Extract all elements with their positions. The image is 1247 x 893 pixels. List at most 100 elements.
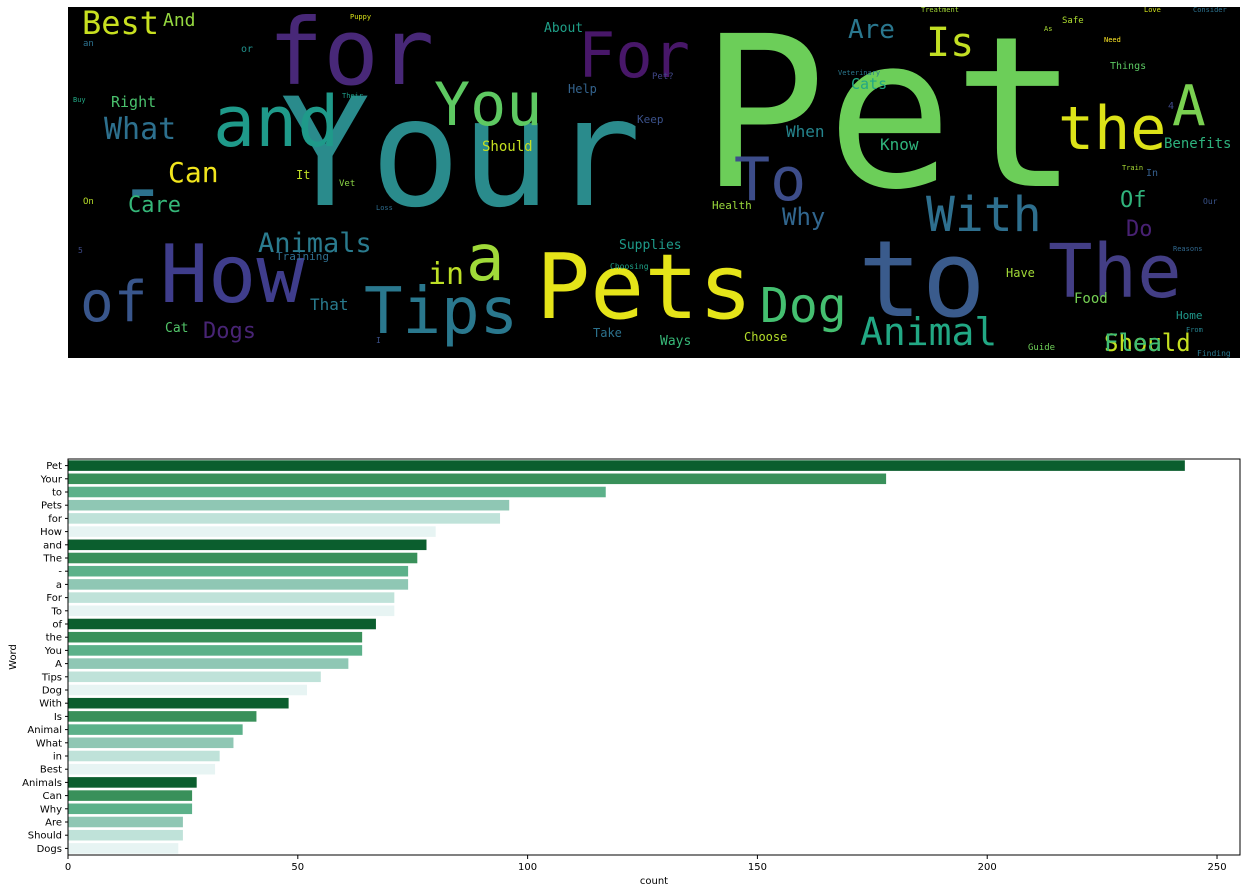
word-cloud-word: When	[786, 122, 825, 141]
y-tick-label: Can	[43, 791, 62, 802]
word-cloud-word: Of	[1120, 188, 1147, 213]
word-cloud-word: Your	[280, 67, 642, 241]
word-cloud-word: Dog	[760, 278, 847, 334]
word-cloud-word: How	[160, 228, 305, 321]
word-cloud-word: Loss	[376, 204, 393, 212]
y-tick-label: Is	[54, 712, 62, 723]
word-cloud-word: a	[466, 222, 505, 296]
word-cloud-word: Are	[848, 15, 895, 45]
word-cloud-word: Flea	[1104, 329, 1162, 357]
y-tick-label: Animal	[27, 725, 62, 736]
y-tick-label: Dogs	[37, 844, 62, 855]
word-cloud-word: That	[310, 295, 349, 314]
word-cloud-word: Need	[1104, 36, 1121, 44]
y-tick-label: Best	[40, 765, 62, 776]
x-tick-label: 200	[978, 862, 997, 873]
y-tick-label: With	[39, 699, 62, 710]
word-cloud-word: Things	[1110, 61, 1147, 72]
word-cloud-word: Buy	[73, 96, 86, 104]
word-cloud-word: Should	[1104, 329, 1191, 357]
bar-1	[68, 473, 887, 485]
word-cloud-word: 4	[1168, 101, 1175, 112]
word-cloud-word: Help	[568, 82, 597, 96]
word-cloud-word: Pets	[536, 235, 753, 340]
word-cloud-word: Supplies	[619, 238, 682, 253]
bar-9	[68, 579, 409, 590]
word-cloud-word: Train	[1122, 164, 1144, 172]
word-cloud-word: -	[118, 140, 168, 235]
word-cloud-word: Ways	[660, 334, 692, 349]
word-cloud-word: Reasons	[1173, 245, 1203, 253]
word-cloud-word: Do	[1126, 217, 1153, 242]
bar-19	[68, 711, 257, 722]
word-cloud-word: Food	[1074, 291, 1108, 307]
y-tick-label: of	[52, 620, 62, 631]
y-tick-label: Why	[40, 804, 62, 815]
word-cloud-word: Finding	[1197, 349, 1231, 358]
word-cloud-word: 5	[78, 246, 83, 255]
bar-3	[68, 499, 510, 511]
word-cloud-word: I	[376, 336, 381, 345]
y-tick-label: Your	[40, 474, 63, 485]
bar-11	[68, 605, 395, 617]
word-cloud-word: With	[926, 187, 1042, 243]
word-cloud-word: Their	[342, 92, 364, 100]
bar-26	[68, 803, 193, 815]
word-cloud-word: What	[104, 112, 177, 147]
y-tick-label: and	[43, 540, 62, 551]
bar-2	[68, 486, 606, 498]
x-axis-label: count	[640, 876, 668, 887]
word-cloud-word: Care	[128, 193, 181, 218]
word-cloud-word: Is	[926, 20, 975, 66]
word-cloud-word: Pet	[700, 7, 1080, 236]
word-cloud-word: On	[83, 197, 94, 207]
word-cloud-word: In	[1146, 168, 1159, 179]
x-tick-label: 150	[748, 862, 767, 873]
bar-28	[68, 829, 183, 841]
y-tick-label: Dog	[42, 686, 62, 697]
word-cloud-word: Our	[1203, 197, 1218, 206]
y-tick-label: Tips	[41, 672, 62, 683]
word-cloud: Pet Your to Pets for How and The - a For To of the You…	[68, 7, 1240, 358]
y-tick-label: a	[56, 580, 62, 591]
word-cloud-word: Veterinary	[838, 69, 881, 77]
bar-20	[68, 724, 243, 735]
bar-29	[68, 843, 179, 854]
word-cloud-word: About	[544, 21, 584, 36]
y-tick-label: in	[53, 752, 62, 763]
word-cloud-word: Health	[712, 199, 752, 212]
y-tick-label: You	[44, 646, 62, 657]
bar-15	[68, 658, 349, 669]
y-tick-label: Should	[28, 831, 62, 842]
word-cloud-word: Vet	[339, 179, 356, 189]
word-cloud-word: Love	[1144, 7, 1161, 14]
bar-25	[68, 790, 193, 801]
word-cloud-word: in	[428, 257, 465, 292]
word-cloud-word: Guide	[1028, 343, 1056, 353]
word-cloud-word: It	[296, 168, 311, 182]
bar-4	[68, 513, 501, 524]
word-cloud-word: Benefits	[1164, 136, 1232, 152]
y-tick-label: Are	[45, 818, 62, 829]
y-tick-label: A	[55, 659, 62, 670]
bar-12	[68, 618, 376, 630]
word-cloud-word: As	[1044, 25, 1053, 33]
y-tick-label: the	[46, 633, 62, 644]
y-tick-label: What	[36, 738, 62, 749]
plot-frame	[67, 458, 1241, 856]
y-tick-label: Pets	[41, 501, 62, 512]
y-tick-labels: Pet Your to Pets for How and The - a For To of the You…	[22, 461, 68, 855]
word-cloud-word: For	[578, 19, 690, 92]
y-tick-label: Pet	[46, 461, 62, 472]
word-cloud-word: Should	[482, 139, 533, 155]
bar-7	[68, 552, 418, 564]
word-cloud-word: Dogs	[203, 319, 256, 344]
word-cloud-word: or	[241, 44, 254, 55]
bar-27	[68, 816, 183, 828]
bar-24	[68, 777, 197, 788]
word-cloud-word: Animals	[258, 228, 372, 259]
bar-0	[68, 460, 1185, 471]
word-cloud-word: The	[1048, 229, 1182, 315]
word-cloud-word: Pet?	[652, 72, 674, 82]
